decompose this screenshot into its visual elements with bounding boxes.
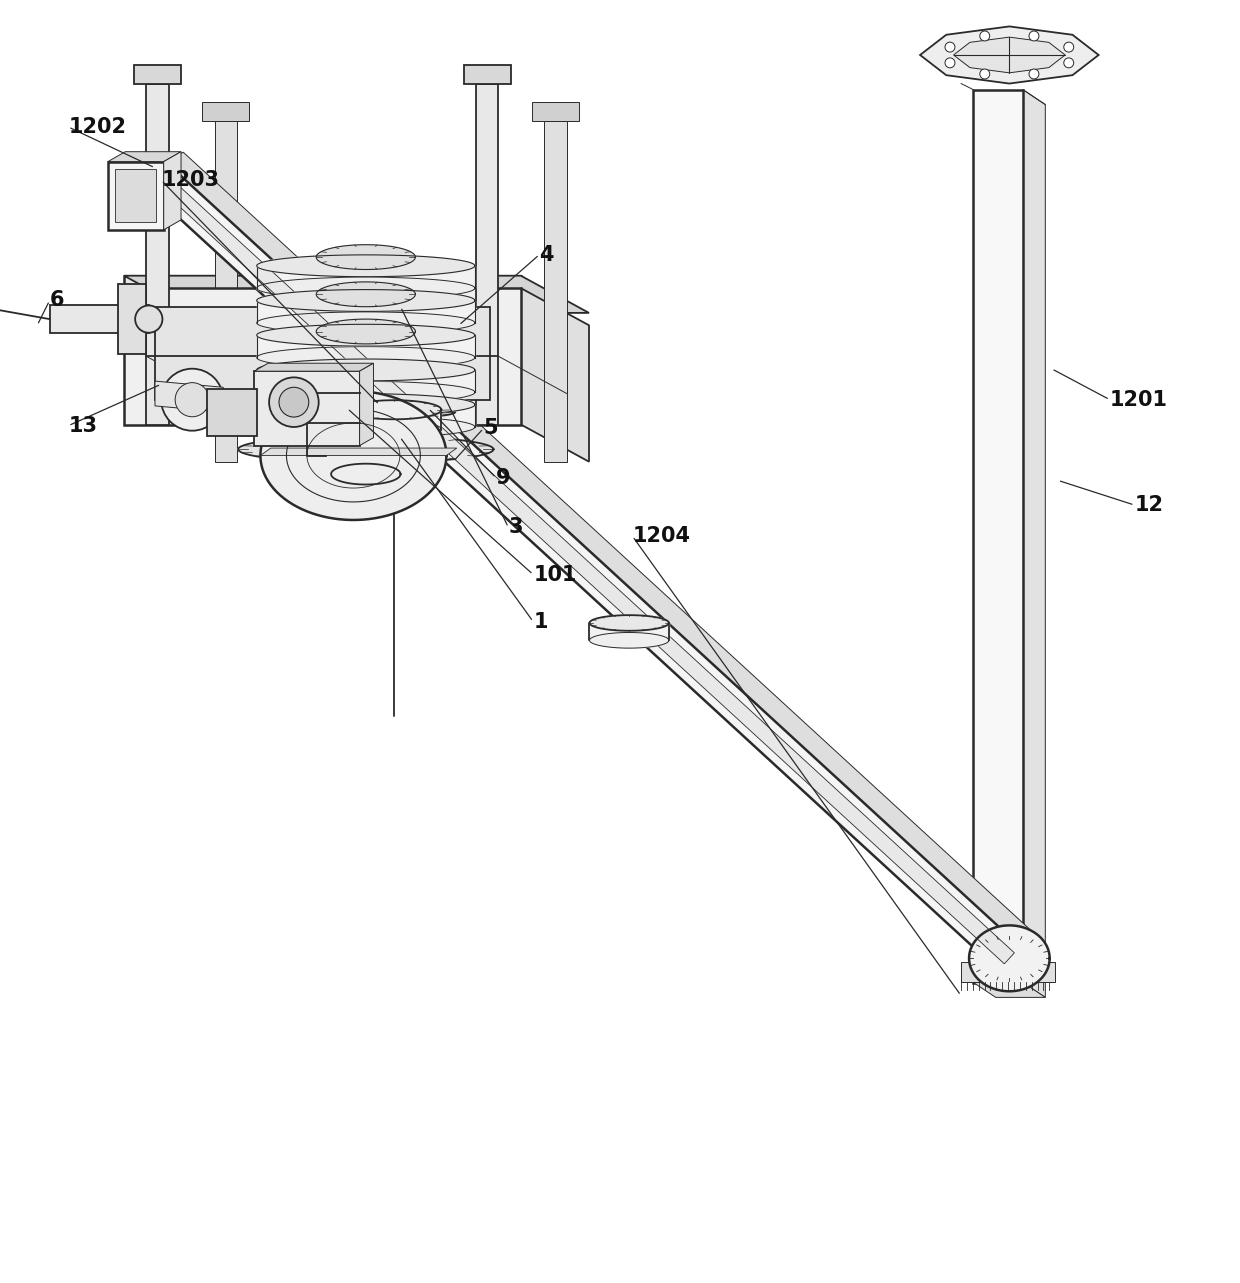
Text: 101: 101 — [533, 565, 577, 585]
Text: 1: 1 — [533, 612, 548, 631]
Circle shape — [1064, 42, 1074, 53]
Polygon shape — [166, 153, 1038, 947]
Polygon shape — [476, 83, 498, 425]
Polygon shape — [973, 983, 1045, 997]
Polygon shape — [254, 371, 360, 445]
Circle shape — [980, 69, 990, 80]
Polygon shape — [254, 363, 373, 371]
Polygon shape — [331, 395, 401, 416]
Polygon shape — [257, 266, 475, 289]
Text: 6: 6 — [50, 290, 64, 310]
Polygon shape — [124, 276, 589, 313]
Polygon shape — [215, 121, 237, 462]
Text: 12: 12 — [1135, 495, 1163, 514]
Polygon shape — [146, 83, 169, 425]
Circle shape — [1029, 69, 1039, 80]
Polygon shape — [118, 285, 146, 354]
Circle shape — [1029, 31, 1039, 41]
Polygon shape — [257, 335, 475, 358]
Circle shape — [945, 42, 955, 53]
Polygon shape — [316, 319, 415, 344]
Polygon shape — [144, 162, 1021, 970]
Polygon shape — [970, 925, 1049, 992]
Polygon shape — [155, 381, 223, 412]
Text: 1201: 1201 — [1110, 390, 1168, 409]
Polygon shape — [316, 245, 415, 269]
Polygon shape — [532, 103, 579, 121]
Polygon shape — [973, 90, 1023, 983]
Polygon shape — [521, 289, 589, 462]
Polygon shape — [589, 624, 668, 640]
Polygon shape — [260, 448, 456, 455]
Polygon shape — [238, 436, 494, 463]
Polygon shape — [257, 312, 475, 334]
Polygon shape — [155, 307, 490, 400]
Text: 1204: 1204 — [632, 526, 691, 547]
Circle shape — [945, 58, 955, 68]
Circle shape — [279, 387, 309, 417]
Polygon shape — [257, 346, 475, 368]
Circle shape — [161, 368, 223, 431]
Polygon shape — [589, 615, 668, 631]
Polygon shape — [347, 409, 441, 430]
Polygon shape — [257, 277, 475, 299]
Polygon shape — [347, 400, 441, 420]
Polygon shape — [164, 151, 181, 230]
Polygon shape — [464, 65, 511, 83]
Polygon shape — [134, 65, 181, 83]
Text: 13: 13 — [68, 416, 97, 436]
Polygon shape — [50, 305, 149, 332]
Polygon shape — [257, 381, 475, 403]
Polygon shape — [316, 282, 415, 307]
Circle shape — [269, 377, 319, 427]
Polygon shape — [257, 416, 475, 438]
Polygon shape — [920, 27, 1099, 83]
Polygon shape — [257, 255, 475, 277]
Polygon shape — [331, 405, 401, 475]
Polygon shape — [257, 394, 475, 416]
Polygon shape — [277, 405, 455, 420]
Polygon shape — [115, 169, 156, 222]
Polygon shape — [257, 290, 475, 312]
Text: 4: 4 — [539, 245, 554, 264]
Polygon shape — [124, 276, 521, 289]
Polygon shape — [150, 168, 1014, 964]
Polygon shape — [954, 37, 1065, 73]
Polygon shape — [257, 300, 475, 323]
Text: 1203: 1203 — [161, 171, 219, 190]
Polygon shape — [961, 962, 1055, 981]
Circle shape — [135, 305, 162, 332]
Text: 3: 3 — [508, 517, 523, 538]
Polygon shape — [589, 633, 668, 648]
Text: 1202: 1202 — [68, 117, 126, 137]
Circle shape — [175, 382, 210, 417]
Polygon shape — [257, 404, 475, 427]
Polygon shape — [360, 363, 373, 445]
Polygon shape — [108, 151, 181, 162]
Polygon shape — [124, 289, 521, 425]
Polygon shape — [202, 103, 249, 121]
Polygon shape — [207, 389, 257, 436]
Polygon shape — [544, 121, 567, 462]
Text: 9: 9 — [496, 468, 511, 488]
Polygon shape — [260, 391, 446, 520]
Polygon shape — [257, 370, 475, 393]
Polygon shape — [257, 359, 475, 381]
Circle shape — [980, 31, 990, 41]
Polygon shape — [1023, 90, 1045, 997]
Text: 5: 5 — [484, 418, 498, 439]
Polygon shape — [108, 162, 164, 230]
Polygon shape — [331, 463, 401, 485]
Polygon shape — [257, 325, 475, 346]
Circle shape — [1064, 58, 1074, 68]
Polygon shape — [347, 420, 441, 439]
